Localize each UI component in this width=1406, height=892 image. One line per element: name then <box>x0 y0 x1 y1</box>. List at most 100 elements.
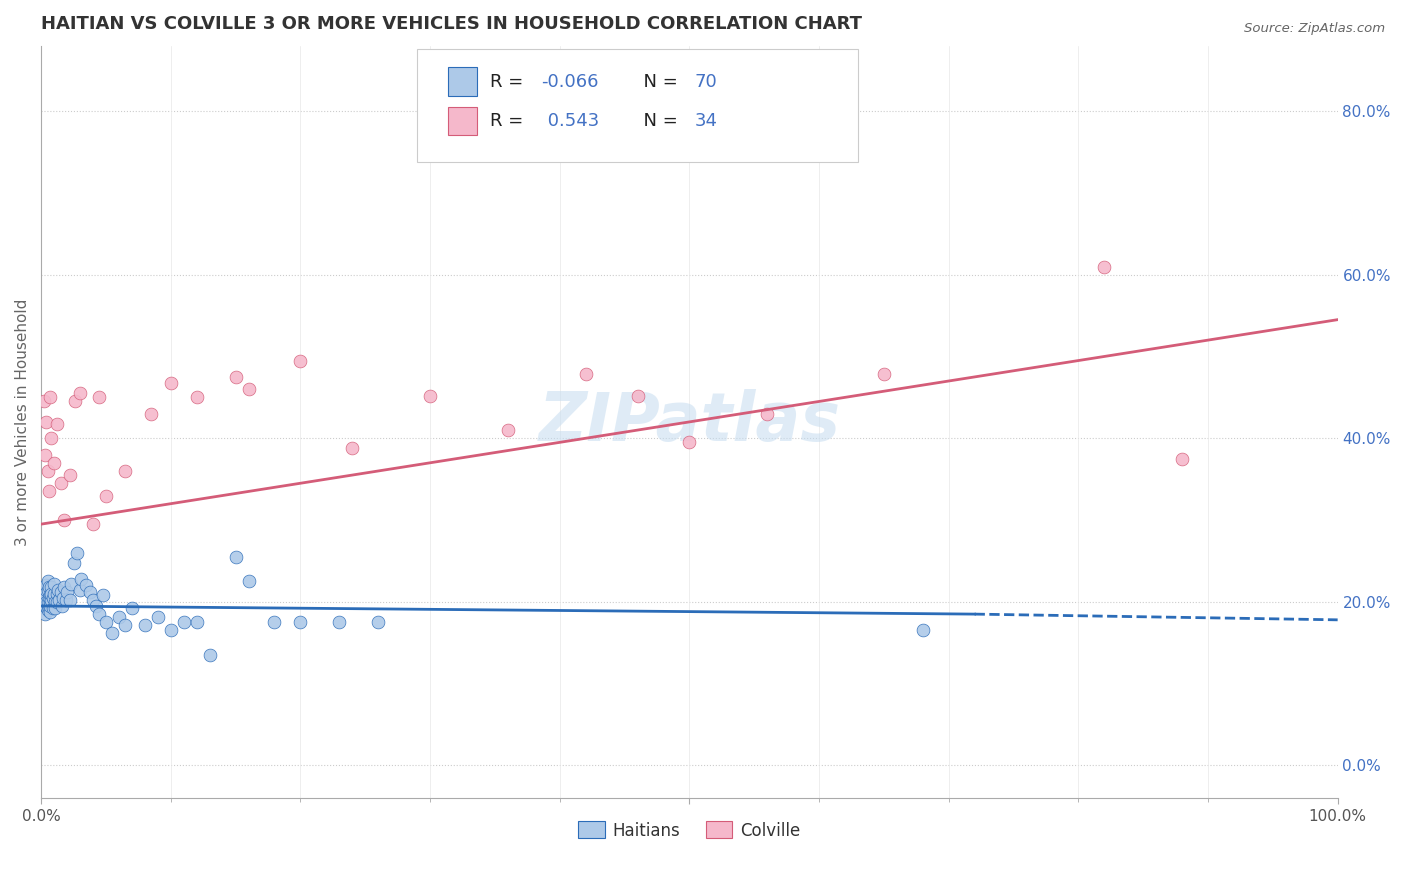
Point <box>56 585 79 599</box>
Point <box>1171 451 1194 466</box>
Point <box>37 464 59 478</box>
Point <box>873 368 896 382</box>
Point <box>342 441 364 455</box>
Text: Source: ZipAtlas.com: Source: ZipAtlas.com <box>1244 22 1385 36</box>
Point <box>46 582 69 597</box>
Point <box>62 556 84 570</box>
Point <box>238 382 260 396</box>
Point <box>84 599 107 613</box>
Point <box>48 593 70 607</box>
Point <box>37 582 59 597</box>
Point <box>53 513 76 527</box>
Point <box>41 580 63 594</box>
FancyBboxPatch shape <box>449 68 477 96</box>
Point <box>114 617 136 632</box>
Point <box>39 597 62 611</box>
Point <box>38 484 60 499</box>
Point <box>225 549 247 564</box>
Point <box>35 415 58 429</box>
Point <box>159 624 181 638</box>
Point <box>79 585 101 599</box>
Point <box>70 572 93 586</box>
Point <box>45 587 67 601</box>
Point <box>94 489 117 503</box>
Point <box>44 601 66 615</box>
Point <box>34 607 56 621</box>
Point <box>186 390 208 404</box>
Point <box>45 595 67 609</box>
Point <box>69 582 91 597</box>
Point <box>34 448 56 462</box>
Point <box>496 423 519 437</box>
Point <box>34 599 56 613</box>
Point <box>42 577 65 591</box>
Point <box>186 615 208 630</box>
Point <box>59 593 82 607</box>
Point <box>31 599 53 613</box>
Point <box>66 546 89 560</box>
Point <box>328 615 350 630</box>
Point <box>1092 260 1115 274</box>
Text: N =: N = <box>633 112 683 130</box>
Point <box>626 389 648 403</box>
Point <box>263 615 285 630</box>
Text: R =: R = <box>489 73 529 91</box>
Point <box>42 456 65 470</box>
Point <box>35 599 58 613</box>
FancyBboxPatch shape <box>449 107 477 136</box>
Point <box>51 599 73 613</box>
Point <box>367 615 389 630</box>
Point <box>678 435 700 450</box>
Point <box>911 624 934 638</box>
Point <box>238 574 260 589</box>
Point <box>42 601 65 615</box>
Point <box>134 617 156 632</box>
Point <box>76 578 98 592</box>
Point <box>121 601 143 615</box>
Point <box>35 582 58 597</box>
Point <box>41 431 63 445</box>
Point <box>159 376 181 390</box>
Point <box>89 607 111 621</box>
Point <box>49 585 72 599</box>
Point <box>38 580 60 594</box>
Point <box>52 591 75 605</box>
Point <box>49 476 72 491</box>
Text: HAITIAN VS COLVILLE 3 OR MORE VEHICLES IN HOUSEHOLD CORRELATION CHART: HAITIAN VS COLVILLE 3 OR MORE VEHICLES I… <box>41 15 862 33</box>
Point <box>38 591 60 605</box>
Point <box>756 407 779 421</box>
Point <box>41 587 63 601</box>
Point <box>32 394 55 409</box>
Point <box>53 580 76 594</box>
Point <box>59 577 82 591</box>
Text: 70: 70 <box>695 73 717 91</box>
Point <box>42 591 65 605</box>
Point <box>39 390 62 404</box>
Y-axis label: 3 or more Vehicles in Household: 3 or more Vehicles in Household <box>15 298 30 546</box>
Point <box>37 574 59 589</box>
Point <box>39 599 62 613</box>
Point <box>290 615 312 630</box>
Point <box>575 368 598 382</box>
Text: R =: R = <box>489 112 529 130</box>
Point <box>141 407 163 421</box>
Point <box>38 601 60 615</box>
Point <box>34 591 56 605</box>
Point <box>198 648 221 662</box>
Point <box>82 593 104 607</box>
Point <box>101 626 124 640</box>
Text: N =: N = <box>633 73 683 91</box>
Text: -0.066: -0.066 <box>541 73 599 91</box>
Text: 34: 34 <box>695 112 717 130</box>
Point <box>39 588 62 602</box>
Point <box>41 593 63 607</box>
FancyBboxPatch shape <box>418 49 858 162</box>
Point <box>35 595 58 609</box>
Legend: Haitians, Colville: Haitians, Colville <box>571 814 807 847</box>
Text: 0.543: 0.543 <box>541 112 599 130</box>
Point <box>173 615 195 630</box>
Point <box>114 464 136 478</box>
Point <box>63 394 86 409</box>
Point <box>146 609 169 624</box>
Text: ZIPatlas: ZIPatlas <box>538 389 841 455</box>
